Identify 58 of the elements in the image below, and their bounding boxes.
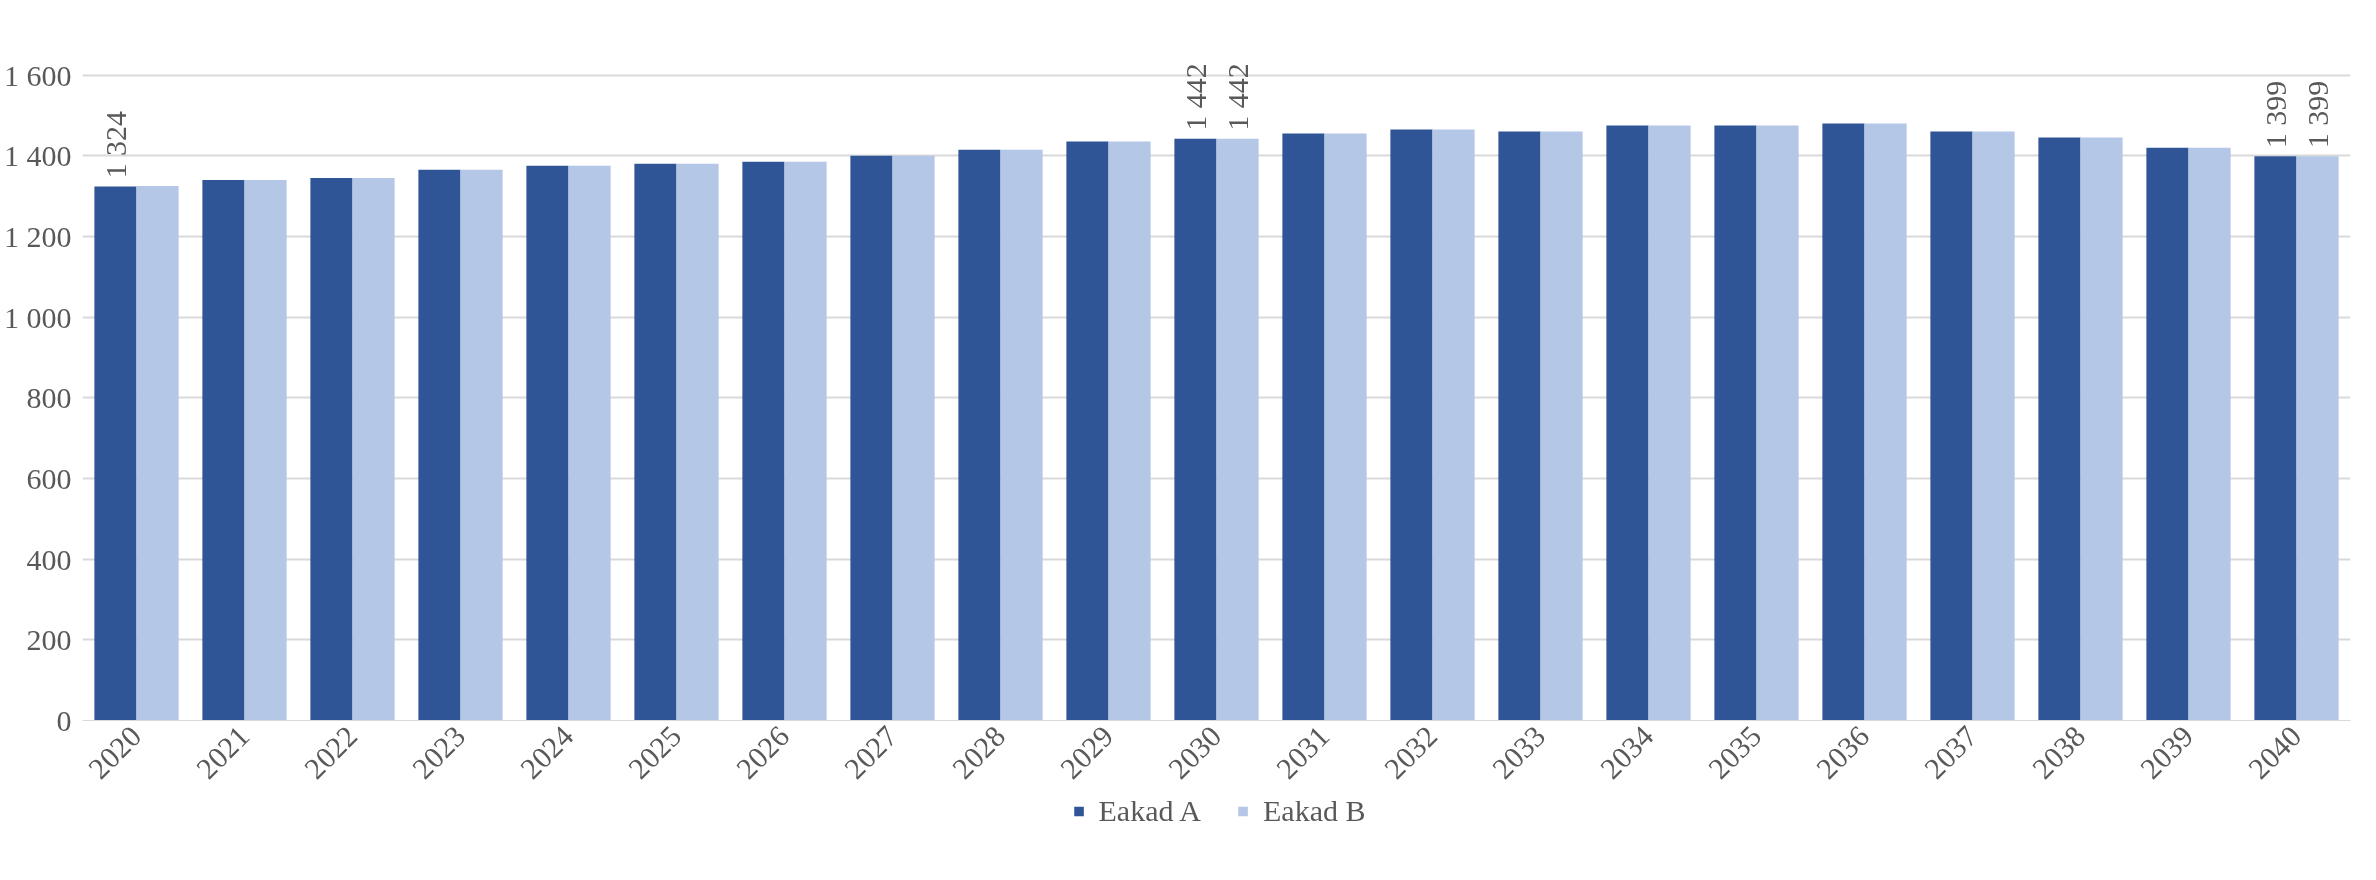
bar: [784, 161, 827, 721]
bar: [634, 163, 677, 721]
legend-label: Eakad A: [1098, 794, 1201, 828]
bar: [1390, 129, 1433, 721]
bar: [244, 179, 287, 721]
bar: [1498, 131, 1541, 721]
bar: [1606, 125, 1649, 721]
bar: [2080, 137, 2123, 721]
bar: [94, 186, 137, 721]
bar: [1714, 125, 1757, 721]
bar: [2038, 137, 2081, 721]
bar: [1540, 131, 1583, 721]
y-tick-label: 200: [26, 623, 72, 657]
data-label: 1 442: [1221, 63, 1255, 131]
bar: [1972, 131, 2015, 721]
y-tick-label: 1 000: [4, 300, 72, 334]
y-tick-label: 800: [26, 381, 72, 415]
bar: [958, 149, 1001, 721]
y-tick-label: 0: [56, 704, 72, 737]
bar: [1282, 133, 1325, 721]
y-tick-label: 1 200: [4, 219, 72, 253]
y-tick-label: 1 400: [4, 139, 72, 173]
bar: [742, 161, 785, 721]
bar: [202, 179, 245, 721]
data-label: 1 399: [2301, 80, 2335, 149]
bar: [526, 165, 569, 721]
y-tick-label: 1 600: [4, 58, 72, 92]
bar: [1432, 129, 1475, 721]
data-label: 1 399: [2258, 80, 2292, 149]
legend-label: Eakad B: [1263, 794, 1366, 828]
data-label: 1 442: [1178, 63, 1212, 131]
bar: [2146, 147, 2189, 721]
data-label: 1 324: [98, 110, 132, 179]
bar: [1066, 141, 1109, 721]
bar: [1930, 131, 1973, 721]
bar: [310, 177, 353, 721]
bar: [2188, 147, 2231, 721]
bar: [1756, 125, 1799, 721]
bar: [676, 163, 719, 721]
bar: [1174, 138, 1217, 721]
bar: [460, 169, 503, 721]
bar: [1108, 141, 1151, 721]
bar: [1000, 149, 1043, 721]
bar: [1324, 133, 1367, 721]
bar: [2254, 156, 2297, 721]
bar: [1648, 125, 1691, 721]
y-tick-label: 400: [26, 542, 72, 576]
bar: [892, 155, 935, 721]
bar: [352, 177, 395, 721]
bar: [136, 185, 179, 721]
bar: [418, 169, 461, 721]
bar: [1216, 138, 1259, 721]
y-tick-label: 600: [26, 461, 72, 495]
bar: [850, 155, 893, 721]
bar: [568, 165, 611, 721]
bar: [1864, 123, 1907, 721]
bar: [2296, 156, 2339, 721]
bar: [1822, 123, 1865, 721]
